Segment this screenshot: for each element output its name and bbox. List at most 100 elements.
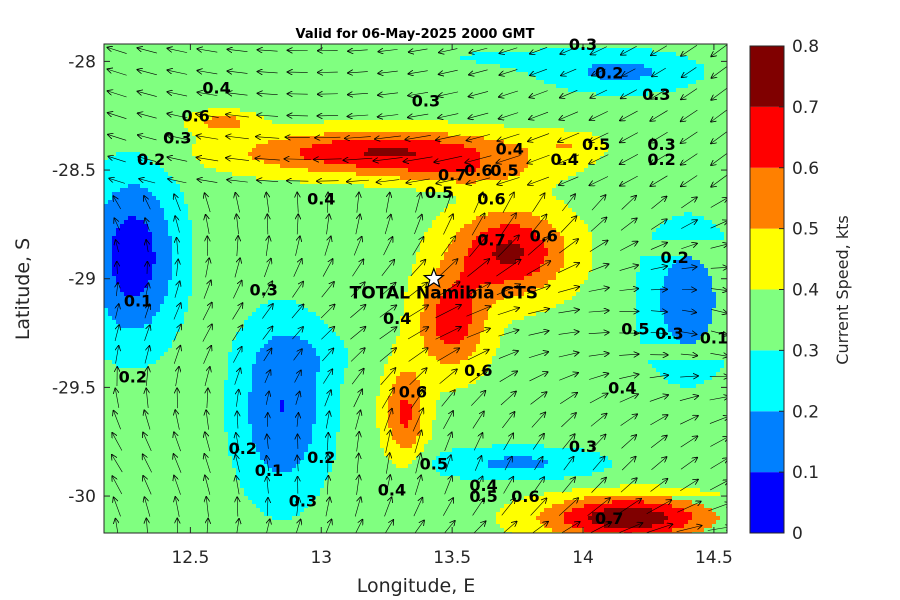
- contour-band-cell: [284, 400, 316, 404]
- contour-band-cell: [184, 312, 252, 316]
- current-vector-arrow: [466, 283, 490, 297]
- current-vector-arrow: [226, 114, 249, 117]
- contour-band-cell: [224, 392, 248, 396]
- current-vector-arrow: [589, 374, 608, 380]
- contour-band-cell: [420, 452, 440, 456]
- plot-frame: [103, 43, 728, 534]
- current-vector-arrow: [378, 49, 398, 51]
- contour-band-cell: [324, 320, 400, 324]
- contour-band-cell: [500, 344, 644, 348]
- current-vector-arrow: [258, 72, 278, 73]
- contour-band-cell: [612, 500, 644, 504]
- contour-band-cell: [588, 72, 652, 76]
- contour-band-cell: [424, 300, 440, 304]
- contour-band-cell: [188, 308, 256, 312]
- contour-band-cell: [472, 240, 508, 244]
- contour-band-cell: [252, 424, 312, 428]
- current-vector-arrow: [441, 390, 455, 407]
- y-tick-label: -28.5: [52, 161, 96, 181]
- current-vector-arrow: [589, 241, 608, 252]
- current-vector-arrow: [501, 499, 515, 516]
- contour-band-cell: [168, 292, 192, 296]
- contour-label: 0.6: [399, 383, 427, 402]
- contour-band-cell: [396, 464, 408, 468]
- contour-band-cell: [104, 64, 500, 68]
- current-vector-arrow: [108, 48, 127, 54]
- contour-band-cell: [420, 420, 432, 424]
- contour-band-cell: [104, 156, 108, 160]
- current-vector-arrow: [649, 395, 668, 402]
- current-vector-arrow: [207, 389, 208, 408]
- current-vector-arrow: [321, 327, 334, 340]
- current-vector-arrow: [354, 497, 360, 517]
- current-vector-arrow: [709, 397, 727, 400]
- contour-band-cell: [408, 420, 420, 424]
- current-vector-arrow: [676, 526, 702, 532]
- current-vector-arrow: [198, 92, 218, 95]
- contour-band-cell: [672, 528, 704, 532]
- contour-band-cell: [104, 244, 112, 248]
- contour-band-cell: [340, 424, 376, 428]
- contour-band-cell: [504, 140, 604, 144]
- contour-band-cell: [420, 396, 440, 400]
- contour-band-cell: [672, 216, 704, 220]
- contour-band-cell: [104, 120, 184, 124]
- x-tick-label: 13: [310, 548, 332, 568]
- contour-band-cell: [104, 232, 116, 236]
- contour-band-cell: [104, 420, 224, 424]
- current-vector-arrow: [292, 282, 303, 298]
- current-vector-arrow: [327, 433, 328, 451]
- current-vector-arrow: [527, 237, 549, 256]
- current-vector-arrow: [531, 413, 545, 428]
- colorbar-tick-label: 0.1: [792, 463, 819, 483]
- contour-band-cell: [240, 120, 272, 124]
- current-vector-arrow: [467, 177, 491, 184]
- current-vector-arrow: [295, 236, 300, 256]
- current-vector-arrow: [237, 236, 238, 257]
- contour-band-cell: [192, 264, 412, 268]
- current-vector-arrow: [620, 175, 638, 186]
- current-vector-arrow: [413, 498, 423, 517]
- current-vector-arrow: [236, 433, 239, 451]
- contour-band-cell: [392, 352, 428, 356]
- current-vector-arrow: [530, 498, 547, 516]
- contour-band-cell: [420, 412, 436, 416]
- contour-band-cell: [316, 312, 404, 316]
- contour-band-cell: [236, 476, 328, 480]
- contour-band-cell: [504, 456, 532, 460]
- contour-band-cell: [116, 364, 148, 368]
- contour-band-cell: [420, 316, 436, 320]
- current-vector-arrow: [650, 110, 668, 121]
- contour-band-cell: [656, 228, 720, 232]
- contour-band-cell: [384, 364, 488, 368]
- current-vector-arrow: [498, 351, 518, 359]
- current-vector-arrow: [497, 308, 519, 316]
- contour-band-cell: [688, 520, 716, 524]
- contour-band-cell: [228, 352, 256, 356]
- contour-band-cell: [376, 424, 388, 428]
- contour-band-cell: [652, 72, 704, 76]
- current-vector-arrow: [469, 370, 487, 383]
- contour-band-cell: [256, 360, 320, 364]
- current-vector-arrow: [236, 519, 239, 533]
- current-vector-arrow: [560, 46, 578, 54]
- contour-band-cell: [592, 268, 640, 272]
- current-vector-arrow: [237, 497, 238, 517]
- current-vector-arrow: [144, 196, 151, 210]
- contour-band-cell: [472, 316, 488, 320]
- contour-band-cell: [416, 256, 444, 260]
- contour-band-cell: [436, 468, 604, 472]
- contour-band-cell: [116, 152, 140, 156]
- current-vector-arrow: [114, 411, 121, 430]
- contour-band-cell: [420, 324, 436, 328]
- current-vector-arrow: [348, 93, 368, 94]
- current-vector-arrow: [144, 325, 150, 341]
- current-vector-arrow: [206, 215, 210, 234]
- contour-band-cell: [104, 276, 116, 280]
- current-vector-arrow: [530, 47, 548, 53]
- current-vector-arrow: [532, 434, 544, 450]
- current-vector-arrow: [443, 498, 453, 516]
- contour-band-cell: [472, 312, 488, 316]
- contour-band-cell: [104, 516, 272, 520]
- contour-band-cell: [332, 468, 436, 472]
